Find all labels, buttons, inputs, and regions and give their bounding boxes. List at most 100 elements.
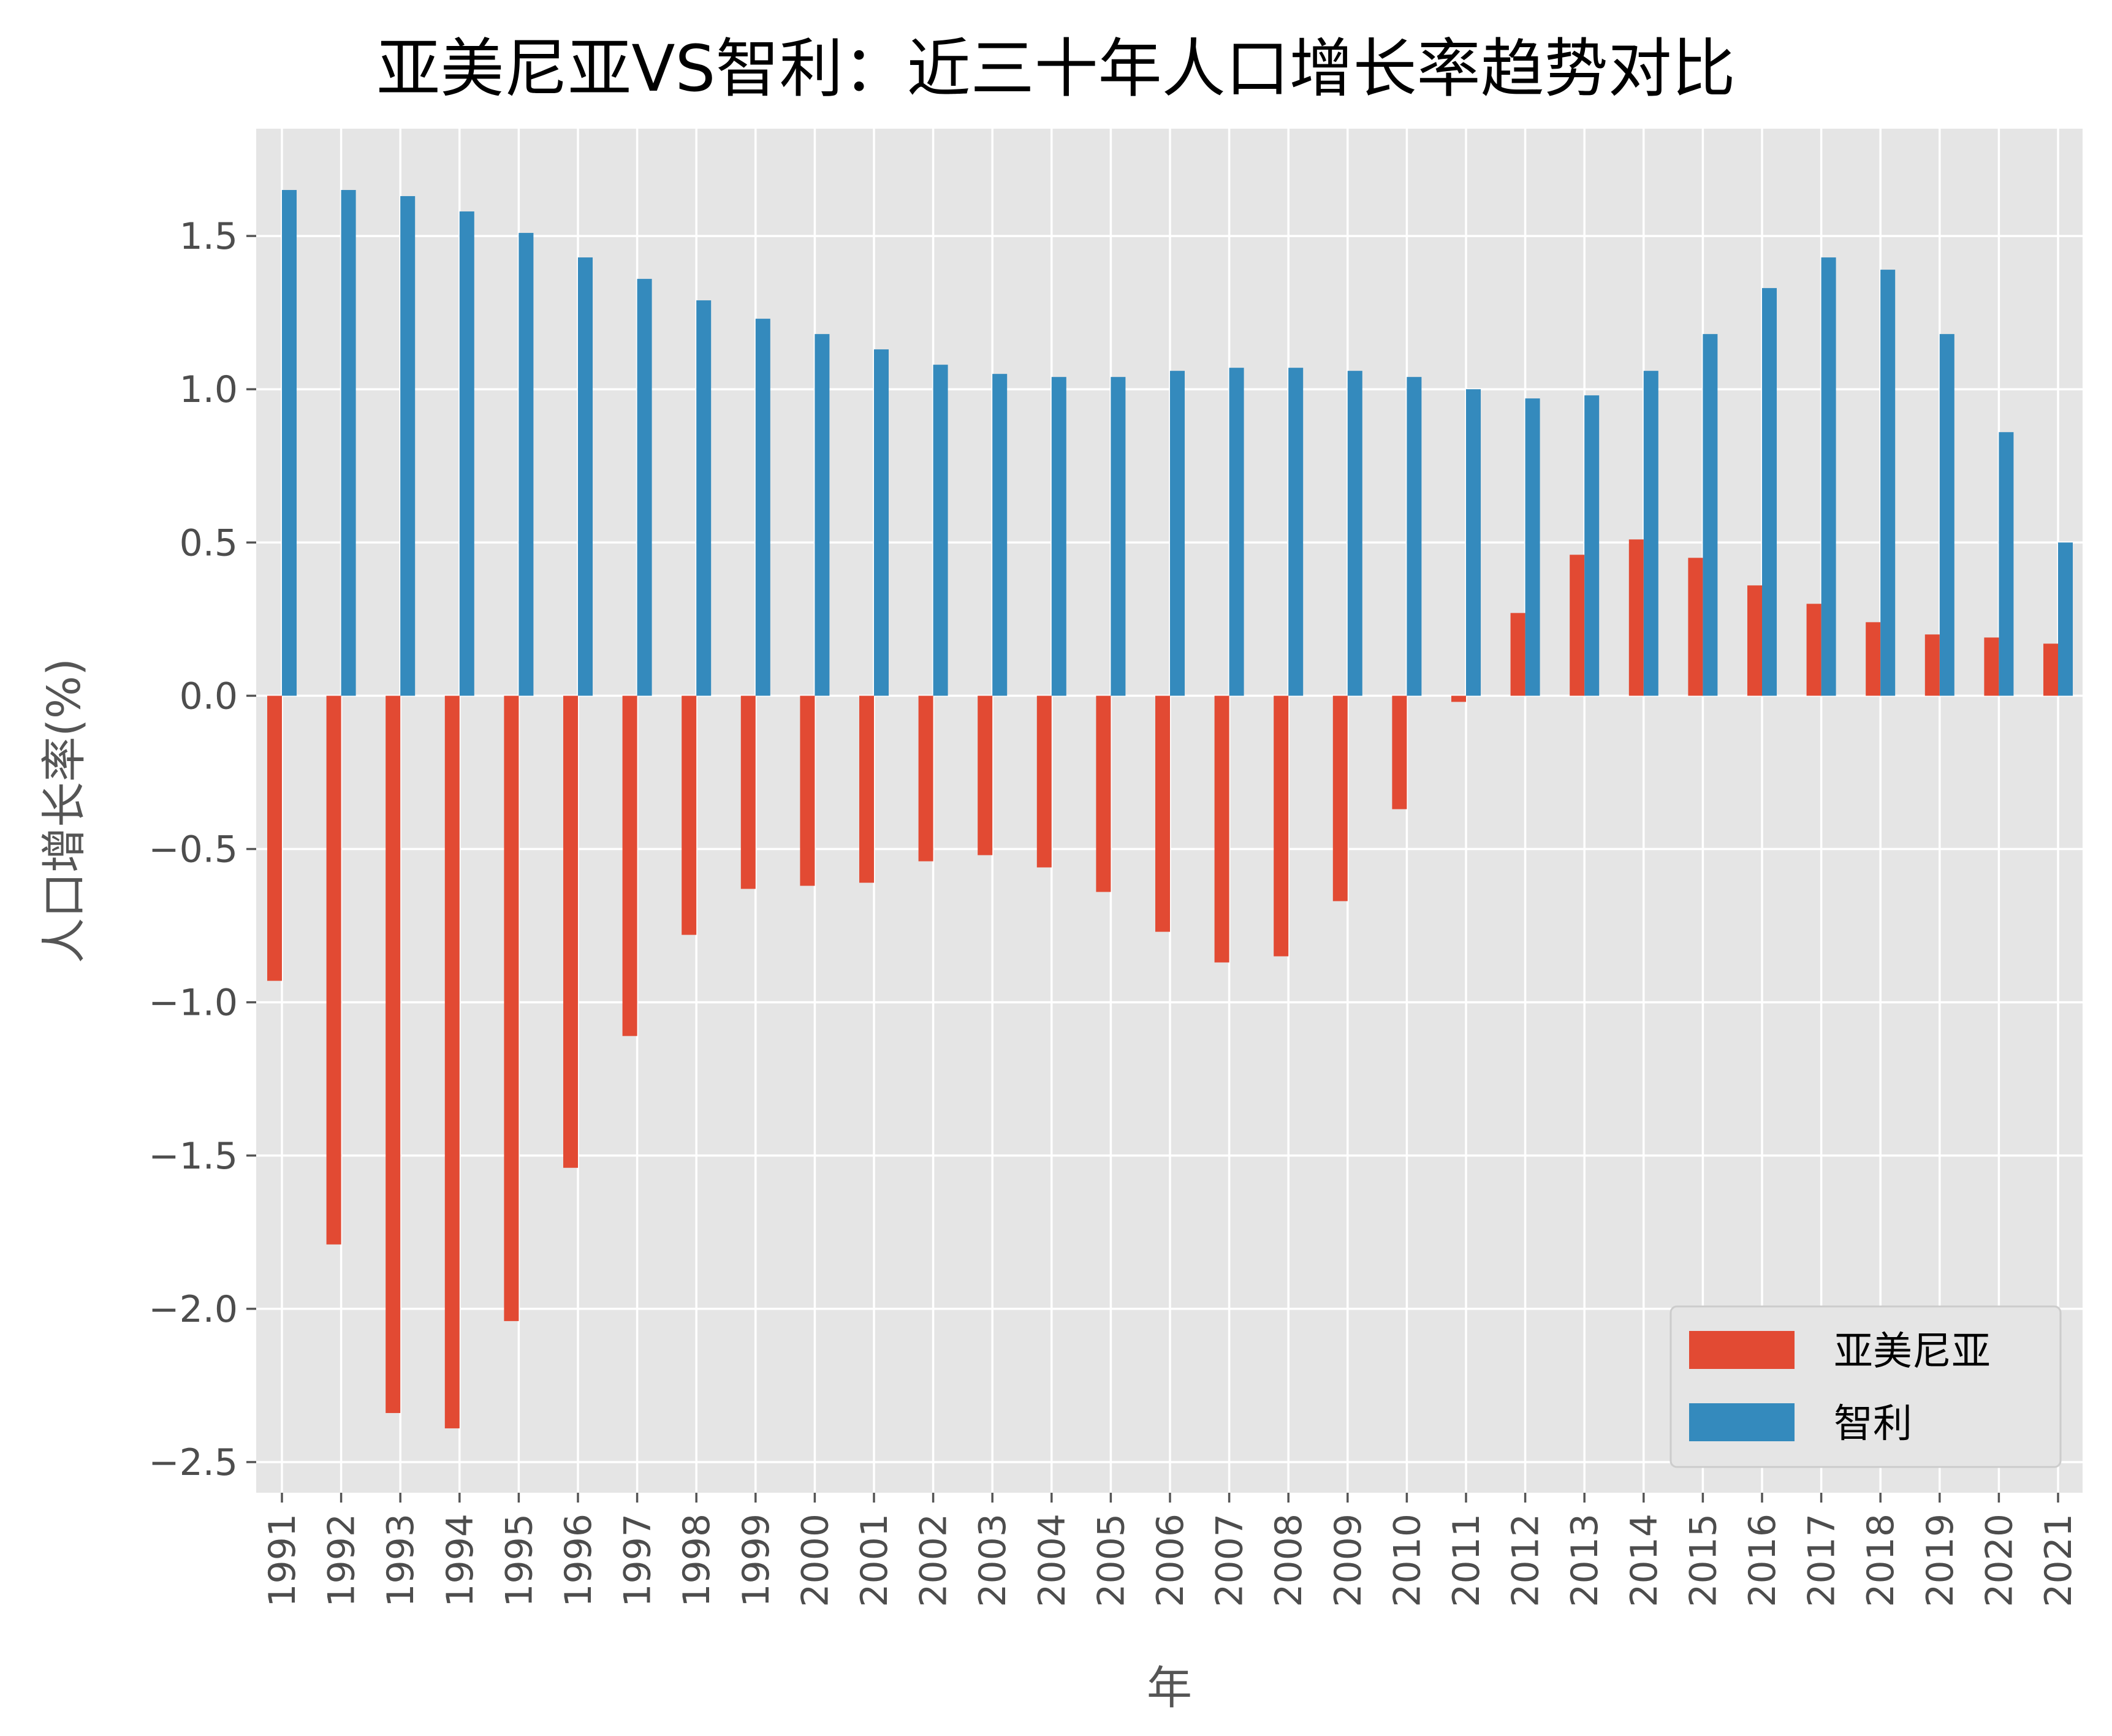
legend-swatch-chile xyxy=(1689,1403,1795,1441)
x-tick-label: 2007 xyxy=(1209,1514,1252,1607)
bar-armenia xyxy=(1451,696,1466,702)
legend-swatch-armenia xyxy=(1689,1331,1795,1369)
bar-chile xyxy=(815,334,830,696)
bar-armenia xyxy=(1155,696,1170,932)
bar-armenia xyxy=(622,696,637,1036)
bar-chile xyxy=(1347,371,1362,696)
bar-chile xyxy=(1643,371,1658,696)
x-tick-label: 1991 xyxy=(261,1514,304,1607)
x-tick-label: 1992 xyxy=(321,1514,363,1607)
bar-chile xyxy=(1999,432,2014,696)
bar-chile xyxy=(1111,377,1126,696)
bar-armenia xyxy=(326,696,341,1245)
x-tick-label: 2019 xyxy=(1919,1514,1962,1607)
bar-chile xyxy=(459,211,474,696)
bar-chile xyxy=(1703,334,1718,696)
x-tick-label: 1995 xyxy=(498,1514,541,1607)
bar-armenia xyxy=(1688,558,1703,696)
bar-armenia xyxy=(1570,555,1585,696)
x-tick-label: 2000 xyxy=(794,1514,837,1607)
bar-chile xyxy=(1525,398,1540,696)
bar-armenia xyxy=(800,696,815,886)
x-tick-label: 1997 xyxy=(617,1514,659,1607)
x-tick-label: 2001 xyxy=(853,1514,896,1607)
bar-chile xyxy=(1407,377,1422,696)
y-tick-label: −1.5 xyxy=(148,1135,238,1178)
x-tick-label: 2015 xyxy=(1682,1514,1725,1607)
bar-armenia xyxy=(386,696,401,1413)
y-tick-label: 1.0 xyxy=(180,368,238,411)
bar-armenia xyxy=(1628,539,1644,696)
y-tick-label: −0.5 xyxy=(148,828,238,871)
bar-armenia xyxy=(740,696,756,889)
bar-chile xyxy=(2058,542,2073,696)
x-tick-label: 2006 xyxy=(1149,1514,1192,1607)
x-tick-label: 1999 xyxy=(735,1514,778,1607)
x-axis-ticks: 1991 1992 1993 1994 1995 1996 1997 1998 1999 2000… xyxy=(261,1493,2080,1607)
bar-armenia xyxy=(918,696,933,862)
x-tick-label: 2013 xyxy=(1563,1514,1606,1607)
bar-chile xyxy=(933,365,948,696)
bar-chile xyxy=(1466,389,1481,696)
bar-armenia xyxy=(1747,585,1762,696)
bar-chile xyxy=(1762,288,1777,696)
bar-armenia xyxy=(1806,604,1821,696)
bar-chile xyxy=(1051,377,1066,696)
x-tick-label: 2016 xyxy=(1741,1514,1784,1607)
bar-chile xyxy=(1880,270,1896,696)
bar-armenia xyxy=(504,696,519,1321)
bar-chile xyxy=(1584,395,1600,696)
bar-chile xyxy=(519,233,534,696)
bar-armenia xyxy=(1866,622,1881,696)
x-tick-label: 2021 xyxy=(2037,1514,2080,1607)
bar-armenia xyxy=(1332,696,1348,901)
bar-armenia xyxy=(682,696,697,935)
y-axis-ticks: −2.5 −2.0 −1.5 −1.0 −0.5 0.0 0.5 1.0 1.5 xyxy=(148,215,256,1484)
bar-chile xyxy=(992,374,1008,696)
x-tick-label: 2009 xyxy=(1327,1514,1370,1607)
legend-label-armenia: 亚美尼亚 xyxy=(1834,1329,1991,1374)
y-axis-label: 人口增长率(%) xyxy=(38,658,91,963)
y-tick-label: −1.0 xyxy=(148,982,238,1025)
bars xyxy=(267,190,2073,1428)
x-tick-label: 2017 xyxy=(1801,1514,1844,1607)
x-tick-label: 1996 xyxy=(557,1514,600,1607)
bar-chile xyxy=(696,300,712,696)
bar-armenia xyxy=(1096,696,1111,892)
x-tick-label: 1993 xyxy=(379,1514,422,1607)
x-tick-label: 2004 xyxy=(1031,1514,1074,1607)
bar-armenia xyxy=(1392,696,1407,809)
bar-armenia xyxy=(444,696,460,1428)
y-tick-label: 1.5 xyxy=(180,215,238,258)
bar-armenia xyxy=(1214,696,1229,963)
bar-armenia xyxy=(1036,696,1052,868)
x-tick-label: 1994 xyxy=(439,1514,482,1607)
chart-title: 亚美尼亚VS智利：近三十年人口增长率趋势对比 xyxy=(376,31,1735,106)
y-tick-label: 0.5 xyxy=(180,521,238,564)
bar-armenia xyxy=(1510,613,1525,696)
x-tick-label: 2008 xyxy=(1267,1514,1310,1607)
bar-chile xyxy=(282,190,297,696)
x-tick-label: 2018 xyxy=(1859,1514,1902,1607)
bar-chile xyxy=(341,190,356,696)
bar-chile xyxy=(1229,368,1244,696)
bar-armenia xyxy=(978,696,993,855)
bar-chile xyxy=(1821,257,1836,696)
x-tick-label: 2002 xyxy=(913,1514,955,1607)
bar-armenia xyxy=(267,696,282,981)
bar-armenia xyxy=(1984,637,1999,696)
x-tick-label: 2014 xyxy=(1623,1514,1666,1607)
y-tick-label: −2.0 xyxy=(148,1288,238,1331)
x-axis-label: 年 xyxy=(1147,1662,1192,1715)
x-tick-label: 2011 xyxy=(1445,1514,1488,1607)
x-tick-label: 2020 xyxy=(1978,1514,2021,1607)
x-tick-label: 1998 xyxy=(675,1514,718,1607)
bar-chile xyxy=(400,196,416,696)
bar-armenia xyxy=(859,696,874,883)
bar-chile xyxy=(1288,368,1304,696)
bar-chile xyxy=(637,279,652,696)
x-tick-label: 2003 xyxy=(971,1514,1014,1607)
bar-chile xyxy=(578,257,593,696)
bar-armenia xyxy=(1274,696,1289,957)
